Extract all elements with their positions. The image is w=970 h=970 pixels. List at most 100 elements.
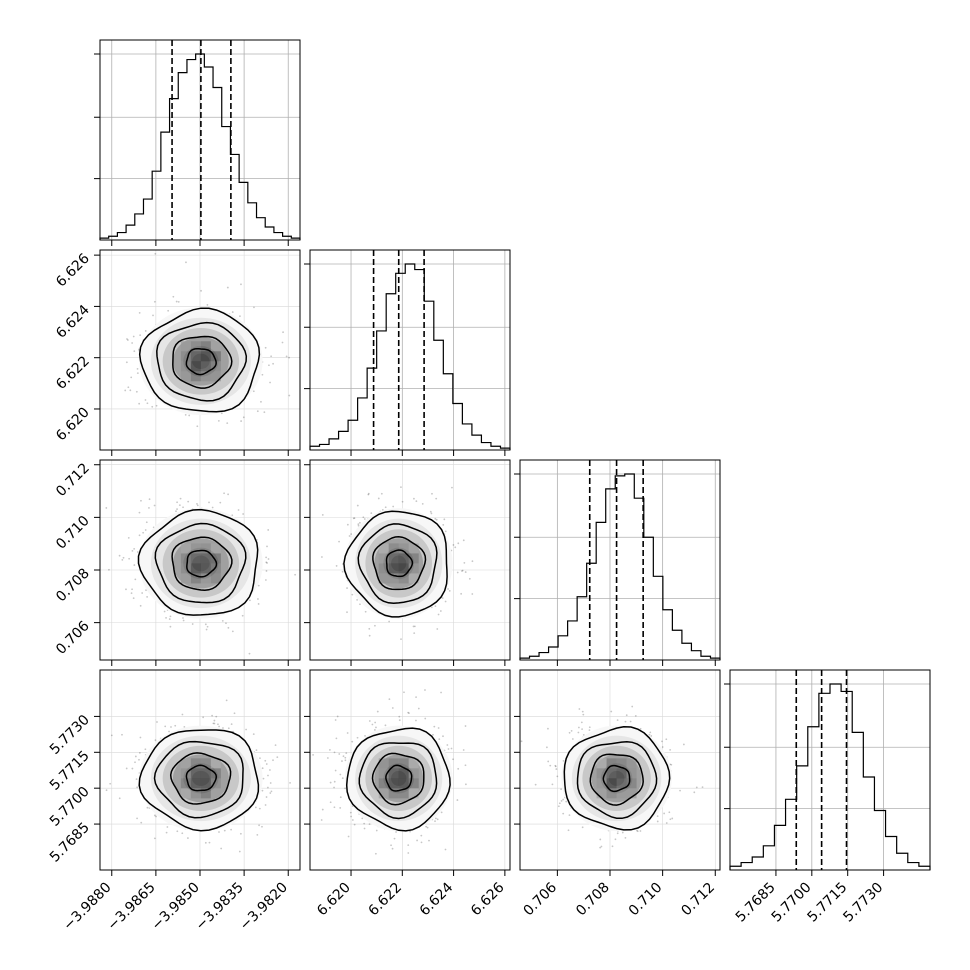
scatter-point [616, 719, 619, 722]
scatter-point [377, 497, 380, 500]
scatter-point [155, 815, 157, 818]
density-cell [378, 553, 389, 564]
density-cell [408, 563, 419, 574]
scatter-point [306, 832, 308, 834]
scatter-point [265, 763, 268, 765]
scatter-point [226, 286, 229, 289]
scatter-point [196, 504, 199, 507]
scatter-point [338, 540, 340, 543]
density-cell [200, 758, 211, 769]
scatter-point [218, 725, 220, 728]
scatter-point [447, 748, 450, 750]
scatter-point [403, 691, 405, 694]
scatter-point [256, 833, 259, 836]
scatter-point [413, 625, 416, 628]
scatter-point [138, 752, 141, 754]
scatter-point [122, 556, 125, 559]
xtick-label-0-4: −3.9820 [237, 880, 291, 934]
xtick-label-2-2: 0.710 [626, 880, 666, 920]
scatter-point [361, 817, 364, 820]
scatter-point [126, 338, 128, 340]
scatter-point [388, 698, 391, 701]
scatter-point [462, 749, 465, 751]
scatter-point [328, 749, 331, 751]
density-cell [378, 543, 389, 554]
scatter-point [358, 521, 361, 524]
scatter-point [413, 632, 416, 634]
pair-inner-3 [100, 670, 308, 870]
scatter-point [272, 362, 274, 365]
scatter-point [568, 814, 571, 817]
scatter-point [568, 731, 571, 734]
scatter-point [156, 721, 158, 723]
scatter-point [288, 394, 291, 397]
scatter-point [142, 531, 145, 534]
scatter-point [555, 768, 558, 770]
density-cell [388, 563, 399, 574]
scatter-point [153, 837, 156, 840]
scatter-point [138, 758, 140, 761]
scatter-point [265, 570, 268, 572]
marginal-3 [724, 670, 931, 870]
scatter-point [105, 789, 108, 792]
scatter-point [370, 512, 373, 515]
scatter-point [266, 562, 268, 564]
scatter-point [695, 786, 698, 789]
histogram-2 [519, 473, 721, 660]
density-cell [180, 543, 191, 554]
scatter-point [131, 342, 134, 344]
scatter-point [321, 808, 324, 811]
scatter-point [631, 705, 634, 708]
scatter-point [294, 573, 297, 576]
scatter-point [230, 723, 233, 726]
density-cell [180, 768, 191, 779]
scatter-point [125, 767, 128, 770]
scatter-point [440, 811, 443, 814]
scatter-point [241, 614, 244, 617]
scatter-point [285, 355, 288, 358]
scatter-point [344, 756, 347, 759]
scatter-point [560, 800, 563, 802]
scatter-point [238, 850, 241, 853]
xtick-label-1-3: 6.626 [468, 879, 508, 919]
scatter-point [223, 492, 225, 495]
scatter-point [125, 588, 127, 591]
scatter-point [375, 829, 378, 832]
scatter-point [417, 707, 420, 710]
contour-4-0 [385, 764, 413, 792]
scatter-point [384, 506, 387, 509]
scatter-point [154, 739, 157, 742]
ytick-label-2-1: 0.708 [53, 566, 93, 606]
scatter-point [202, 716, 205, 719]
contour-0-1 [172, 335, 233, 389]
density-cell [606, 768, 617, 779]
scatter-point [368, 823, 371, 826]
scatter-point [118, 554, 121, 557]
contour-5-3 [563, 726, 671, 831]
scatter-point [145, 521, 148, 524]
scatter-point [136, 786, 139, 789]
scatter-point [359, 603, 361, 606]
xtick-label-3-3: 5.7730 [840, 880, 886, 926]
scatter-point [616, 832, 619, 835]
scatter-point [145, 589, 147, 592]
scatter-point [434, 517, 437, 520]
density-cell [180, 573, 191, 584]
scatter-point [443, 518, 446, 521]
density-cell [210, 563, 221, 574]
marginal-0 [94, 40, 301, 240]
density-cell [388, 573, 399, 584]
scatter-point [341, 777, 344, 780]
scatter-point [578, 708, 581, 710]
xtick-label-2-3: 0.712 [678, 880, 718, 920]
scatter-point [272, 759, 274, 762]
scatter-point [153, 814, 156, 817]
density-cell [210, 351, 221, 362]
scatter-point [440, 691, 442, 694]
density-cell [190, 778, 201, 789]
scatter-point [346, 587, 348, 589]
scatter-point [169, 615, 172, 618]
scatter-point [131, 767, 134, 770]
scatter-point [456, 571, 459, 574]
scatter-point [185, 261, 187, 264]
